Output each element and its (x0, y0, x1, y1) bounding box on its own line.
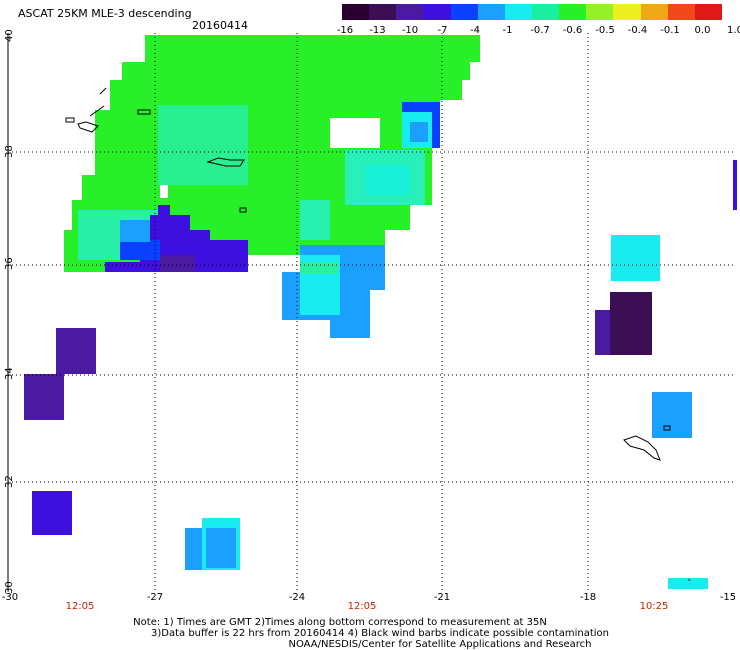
island-outline (663, 425, 671, 431)
legend-swatch (342, 4, 370, 20)
coastline-layer (65, 87, 690, 581)
lat-label: 34 (4, 367, 15, 380)
legend-swatch (450, 4, 478, 20)
swath-cell (668, 578, 708, 589)
lon-label: -24 (288, 592, 306, 603)
lon-label: -21 (433, 592, 451, 603)
island-outline (77, 121, 99, 133)
legend-swatch (396, 4, 424, 20)
swath-cell (410, 122, 428, 142)
swath-cell (24, 374, 64, 420)
legend-tick-label: -10 (401, 25, 419, 36)
swath-cell (32, 491, 72, 535)
swath-cell (160, 255, 195, 272)
lat-label: 32 (4, 475, 15, 488)
legend-swatch (559, 4, 587, 20)
legend-tick-label: -4 (470, 25, 480, 36)
island-outline (137, 109, 151, 115)
legend-tick-label: 1.0 (727, 25, 740, 36)
lon-label: -15 (719, 592, 737, 603)
legend-swatch (640, 4, 668, 20)
swath-gap (160, 180, 168, 198)
swath-cell (652, 392, 692, 438)
pass-time-label: 12:05 (65, 601, 95, 612)
legend-tick-label: -0.1 (660, 25, 680, 36)
lon-label: -27 (146, 592, 164, 603)
legend-swatch (586, 4, 614, 20)
island-outline (206, 157, 245, 167)
legend-tick-label: -0.4 (627, 25, 648, 36)
legend-swatch (423, 4, 451, 20)
note-line: 3)Data buffer is 22 hrs from 20160414 4)… (151, 628, 609, 639)
legend-swatch (694, 4, 722, 20)
mle-data-layer (24, 35, 737, 589)
legend-swatch (613, 4, 641, 20)
island-outline (99, 87, 107, 95)
color-legend-labels: -16 -13 -10 -7 -4 -1 -0.7 -0.6 -0.5 -0.4 -0.1 0.0 1.… (329, 25, 740, 37)
pass-time-label: 12:05 (347, 601, 377, 612)
swath-cell (300, 200, 330, 240)
pass-time-label: 10:25 (639, 601, 669, 612)
swath-cell (611, 235, 660, 281)
swath-cell (365, 165, 410, 195)
swath-cell (120, 240, 160, 260)
island-outline (623, 435, 661, 461)
legend-tick-label: -7 (437, 25, 448, 36)
legend-tick-label: -1 (502, 25, 513, 36)
legend-tick-label: -16 (336, 25, 354, 36)
legend-tick-label: -13 (369, 25, 386, 36)
legend-tick-label: -0.7 (530, 25, 550, 36)
legend-tick-label: 0.0 (694, 25, 711, 36)
legend-swatch (369, 4, 397, 20)
color-legend-bar (342, 4, 722, 20)
lat-label: 38 (4, 145, 15, 158)
swath-cell (158, 105, 248, 185)
grid-layer (8, 33, 733, 590)
lat-label: 40 (4, 29, 15, 42)
legend-swatch (504, 4, 532, 20)
island-outline (65, 117, 75, 123)
legend-swatch (667, 4, 695, 20)
chart-title: ASCAT 25KM MLE-3 descending (18, 7, 192, 20)
swath-cell (120, 220, 150, 242)
swath-gap (330, 118, 380, 148)
legend-tick-label: -0.6 (562, 25, 583, 36)
swath-cell (733, 160, 737, 210)
note-line: Note: 1) Times are GMT 2)Times along bot… (133, 617, 547, 628)
note-line: NOAA/NESDIS/Center for Satellite Applica… (288, 639, 592, 650)
swath-cell (206, 528, 236, 568)
chart-date: 20160414 (192, 19, 248, 32)
lat-label: 36 (4, 257, 15, 270)
island-outline (89, 105, 105, 117)
lon-label: -30 (1, 592, 19, 603)
swath-cell (56, 328, 96, 374)
swath-cell (300, 262, 338, 274)
island-outline (239, 207, 247, 213)
footnotes: Note: 1) Times are GMT 2)Times along bot… (0, 617, 740, 650)
legend-swatch (477, 4, 505, 20)
legend-swatch (531, 4, 560, 20)
swath-cell (610, 292, 652, 355)
legend-tick-label: -0.5 (595, 25, 615, 36)
lon-label: -18 (579, 592, 597, 603)
